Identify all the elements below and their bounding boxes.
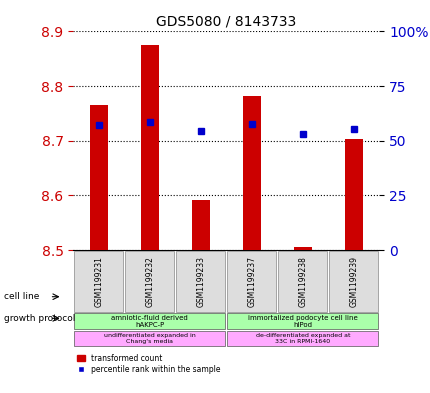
Text: GSM1199231: GSM1199231 <box>94 256 103 307</box>
Text: immortalized podocyte cell line
hIPod: immortalized podocyte cell line hIPod <box>247 314 357 328</box>
FancyBboxPatch shape <box>227 313 378 329</box>
Text: cell line: cell line <box>4 292 40 301</box>
FancyBboxPatch shape <box>125 251 174 312</box>
Bar <box>293 247 311 250</box>
FancyBboxPatch shape <box>74 313 225 329</box>
FancyBboxPatch shape <box>74 251 123 312</box>
Text: GSM1199239: GSM1199239 <box>348 256 357 307</box>
Legend: transformed count, percentile rank within the sample: transformed count, percentile rank withi… <box>77 354 220 374</box>
FancyBboxPatch shape <box>329 251 378 312</box>
Text: growth protocol: growth protocol <box>4 314 76 323</box>
Bar <box>191 200 209 250</box>
Text: undifferentiated expanded in
Chang's media: undifferentiated expanded in Chang's med… <box>104 333 195 343</box>
FancyBboxPatch shape <box>74 331 225 346</box>
FancyBboxPatch shape <box>278 251 326 312</box>
FancyBboxPatch shape <box>176 251 225 312</box>
Text: amniotic-fluid derived
hAKPC-P: amniotic-fluid derived hAKPC-P <box>111 314 188 328</box>
FancyBboxPatch shape <box>227 251 276 312</box>
Text: GSM1199237: GSM1199237 <box>247 256 256 307</box>
Text: GSM1199233: GSM1199233 <box>196 256 205 307</box>
Bar <box>344 139 362 250</box>
Bar <box>242 96 260 250</box>
FancyBboxPatch shape <box>227 331 378 346</box>
Text: de-differentiated expanded at
33C in RPMI-1640: de-differentiated expanded at 33C in RPM… <box>255 333 349 343</box>
Bar <box>89 105 108 250</box>
Bar <box>141 45 158 250</box>
Title: GDS5080 / 8143733: GDS5080 / 8143733 <box>156 15 296 29</box>
Text: GSM1199232: GSM1199232 <box>145 256 154 307</box>
Text: GSM1199238: GSM1199238 <box>298 256 307 307</box>
